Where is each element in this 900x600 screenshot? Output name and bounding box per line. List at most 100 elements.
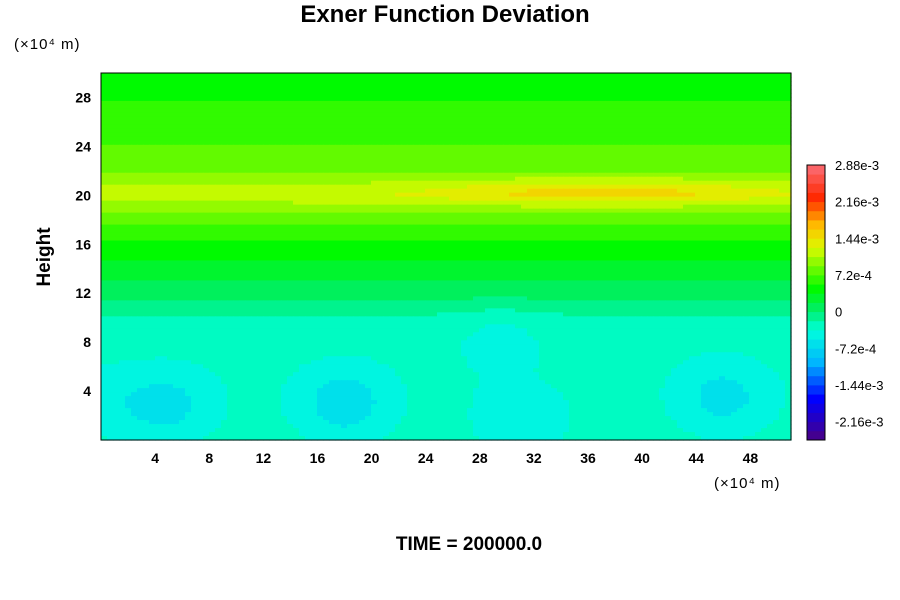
- field-cell: [329, 196, 336, 202]
- field-cell: [143, 208, 150, 214]
- field-cell: [455, 92, 462, 98]
- field-cell: [407, 120, 414, 126]
- field-cell: [347, 80, 354, 86]
- field-cell: [143, 148, 150, 154]
- field-cell: [707, 240, 714, 246]
- field-cell: [413, 152, 420, 158]
- field-cell: [383, 184, 390, 190]
- field-cell: [467, 220, 474, 226]
- field-cell: [467, 136, 474, 142]
- field-cell: [155, 240, 162, 246]
- field-cell: [533, 76, 540, 82]
- field-cell: [155, 80, 162, 86]
- field-cell: [521, 132, 528, 138]
- field-cell: [521, 100, 528, 106]
- field-cell: [683, 73, 690, 78]
- field-cell: [599, 240, 606, 246]
- field-cell: [335, 148, 342, 154]
- field-cell: [161, 188, 168, 194]
- field-cell: [785, 100, 792, 106]
- field-cell: [353, 100, 360, 106]
- field-cell: [263, 188, 270, 194]
- field-cell: [647, 132, 654, 138]
- field-cell: [107, 244, 114, 250]
- field-cell: [383, 132, 390, 138]
- field-cell: [671, 164, 678, 170]
- field-cell: [431, 73, 438, 78]
- field-cell: [467, 148, 474, 154]
- field-cell: [665, 160, 672, 166]
- field-cell: [401, 160, 408, 166]
- field-cell: [629, 116, 636, 122]
- field-cell: [359, 164, 366, 170]
- field-cell: [521, 80, 528, 86]
- field-cell: [197, 220, 204, 226]
- field-cell: [119, 136, 126, 142]
- field-cell: [353, 168, 360, 174]
- field-cell: [347, 108, 354, 114]
- field-cell: [173, 236, 180, 242]
- field-cell: [149, 132, 156, 138]
- field-cell: [449, 156, 456, 162]
- field-cell: [497, 76, 504, 82]
- field-cell: [593, 140, 600, 146]
- field-cell: [503, 148, 510, 154]
- field-cell: [737, 156, 744, 162]
- field-cell: [497, 216, 504, 222]
- field-cell: [509, 192, 516, 198]
- field-cell: [425, 104, 432, 110]
- field-cell: [743, 224, 750, 230]
- field-cell: [371, 164, 378, 170]
- field-cell: [167, 216, 174, 222]
- field-cell: [101, 204, 108, 210]
- field-cell: [605, 168, 612, 174]
- field-cell: [563, 160, 570, 166]
- field-cell: [353, 128, 360, 134]
- field-cell: [305, 176, 312, 182]
- field-cell: [677, 176, 684, 182]
- field-cell: [395, 156, 402, 162]
- field-cell: [635, 128, 642, 134]
- field-cell: [629, 76, 636, 82]
- field-cell: [671, 76, 678, 82]
- field-cell: [569, 164, 576, 170]
- field-cell: [623, 92, 630, 98]
- field-cell: [527, 120, 534, 126]
- field-cell: [251, 168, 258, 174]
- field-cell: [569, 144, 576, 150]
- field-cell: [713, 224, 720, 230]
- field-cell: [401, 224, 408, 230]
- field-cell: [485, 73, 492, 78]
- field-cell: [401, 76, 408, 82]
- field-cell: [281, 240, 288, 246]
- field-cell: [755, 192, 762, 198]
- field-cell: [575, 92, 582, 98]
- field-cell: [341, 204, 348, 210]
- field-cell: [137, 108, 144, 114]
- field-cell: [167, 168, 174, 174]
- field-cell: [605, 224, 612, 230]
- field-cell: [131, 164, 138, 170]
- field-cell: [689, 232, 696, 238]
- field-cell: [383, 84, 390, 90]
- field-cell: [767, 100, 774, 106]
- field-cell: [209, 176, 216, 182]
- field-cell: [587, 132, 594, 138]
- field-cell: [671, 184, 678, 190]
- field-cell: [227, 232, 234, 238]
- field-cell: [113, 112, 120, 118]
- field-cell: [179, 152, 186, 158]
- field-cell: [563, 232, 570, 238]
- field-cell: [467, 112, 474, 118]
- field-cell: [191, 192, 198, 198]
- field-cell: [269, 244, 276, 250]
- field-cell: [527, 220, 534, 226]
- field-cell: [785, 116, 792, 122]
- field-cell: [677, 112, 684, 118]
- field-cell: [503, 73, 510, 78]
- field-cell: [653, 236, 660, 242]
- field-cell: [623, 220, 630, 226]
- field-cell: [539, 100, 546, 106]
- field-cell: [323, 124, 330, 130]
- field-cell: [647, 144, 654, 150]
